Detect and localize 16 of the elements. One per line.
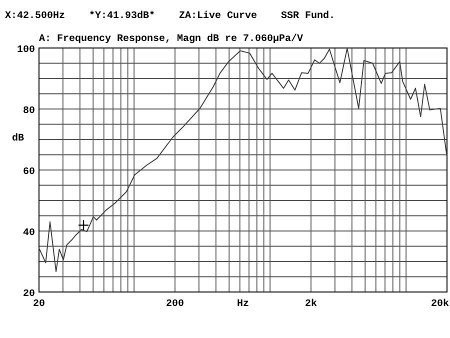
y-tick-label: 100 [16, 45, 35, 56]
x-tick-label: 2k [304, 298, 318, 310]
x-tick-label: 20 [32, 299, 46, 310]
text: *Y:41.93dB* [89, 10, 156, 22]
y-tick-label: 40 [22, 228, 35, 239]
y-axis-title: dB [12, 132, 24, 145]
x-tick-label: 200 [166, 299, 184, 310]
chart-title: A: Frequency Response, Magn dB re 7.060µPa/V [39, 33, 304, 45]
y-tick-label: 20 [22, 289, 35, 300]
text: SSR Fund. [281, 10, 336, 22]
text: ZA:Live Curve [179, 10, 258, 22]
y-tick-label: 80 [22, 106, 35, 117]
text: X:42.500Hz [5, 11, 66, 22]
x-axis-title: Hz [236, 299, 250, 310]
y-tick-label: 60 [22, 167, 35, 178]
x-tick-label: 20k [430, 298, 449, 310]
